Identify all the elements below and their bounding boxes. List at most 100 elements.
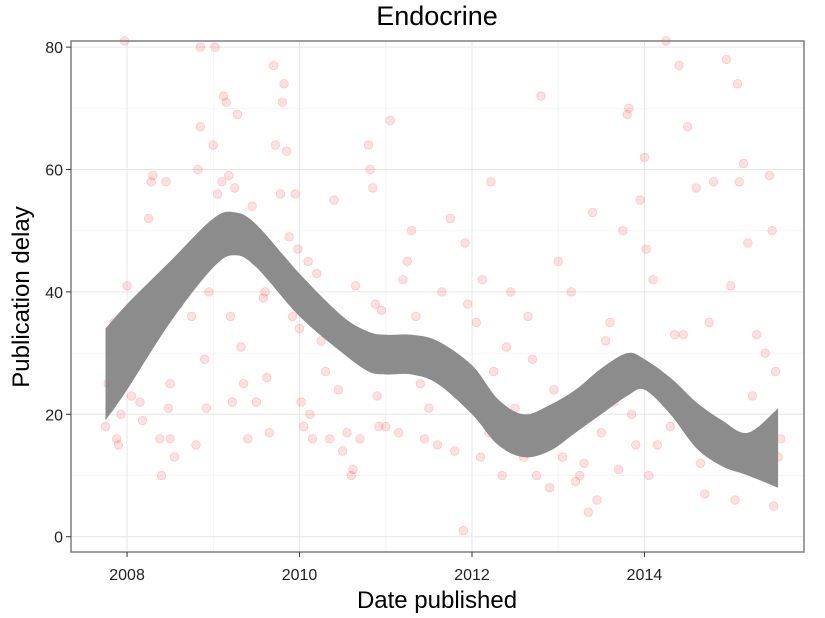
data-point [346, 470, 357, 481]
data-point [212, 189, 223, 199]
data-point [116, 409, 126, 420]
data-point [583, 507, 594, 517]
data-point [592, 495, 602, 505]
data-point [155, 434, 165, 444]
data-point [148, 170, 158, 181]
data-point [143, 213, 154, 224]
data-point [732, 79, 743, 89]
data-point [199, 354, 210, 364]
data-point [262, 372, 272, 383]
data-point [704, 317, 714, 328]
data-point [296, 397, 306, 407]
data-point [596, 428, 607, 438]
smooth-confidence-band [105, 211, 779, 488]
data-point [419, 434, 430, 444]
data-point [225, 311, 236, 322]
data-point [186, 311, 197, 322]
data-point [536, 91, 546, 101]
data-point [156, 470, 167, 481]
data-point [275, 189, 286, 199]
data-point [208, 140, 219, 150]
data-point [394, 428, 404, 438]
data-point [626, 409, 637, 420]
data-point [195, 42, 206, 52]
data-point [613, 464, 624, 475]
data-point [695, 458, 706, 469]
data-point [320, 366, 331, 377]
data-point [365, 164, 375, 175]
data-point [767, 225, 777, 236]
data-point [471, 317, 482, 328]
data-point [337, 446, 348, 456]
data-point [126, 391, 137, 401]
data-point [374, 421, 384, 432]
data-point [238, 379, 249, 389]
data-point [370, 299, 381, 309]
data-point [247, 201, 257, 211]
data-point [290, 189, 300, 199]
data-point [348, 464, 358, 475]
data-point [195, 121, 206, 132]
data-point [648, 275, 658, 285]
data-point [411, 311, 421, 322]
data-point [570, 476, 581, 487]
data-point [674, 60, 684, 71]
y-tick-label: 80 [45, 40, 63, 57]
data-point [726, 281, 736, 291]
data-point [307, 434, 318, 444]
data-point [305, 409, 315, 420]
data-point [406, 225, 417, 236]
data-point [488, 366, 499, 377]
data-point [218, 91, 229, 101]
plot-panel [71, 41, 804, 552]
data-point [325, 434, 335, 444]
data-point [258, 293, 269, 303]
x-tick-label: 2010 [282, 567, 318, 584]
data-point [624, 103, 634, 114]
data-point [770, 366, 781, 377]
data-point [277, 97, 288, 107]
x-axis-title: Date published [357, 587, 517, 614]
data-point [251, 397, 262, 407]
data-point [355, 434, 365, 444]
data-point [169, 452, 180, 462]
data-point [764, 170, 775, 181]
data-point [678, 330, 689, 340]
data-point [279, 79, 289, 89]
data-point [682, 121, 693, 132]
data-point [333, 385, 344, 395]
data-point [601, 336, 611, 346]
y-tick-label: 40 [45, 285, 63, 302]
data-point [210, 42, 220, 52]
data-point [631, 440, 641, 450]
data-point [201, 403, 212, 413]
data-point [376, 305, 387, 316]
data-point [622, 109, 632, 120]
data-point [146, 177, 156, 187]
data-point [553, 256, 563, 267]
data-point [113, 440, 124, 450]
data-point [458, 525, 469, 536]
axis-tick-labels: 2008 2010 2012 2014 0 20 40 60 80 [45, 40, 662, 584]
data-point [316, 336, 326, 346]
data-point [312, 268, 322, 279]
plot-border [70, 40, 805, 553]
data-point [137, 415, 148, 426]
data-point [260, 287, 270, 297]
chart-title: Endocrine [376, 1, 498, 31]
data-point [445, 213, 456, 224]
data-point [415, 379, 426, 389]
data-point [135, 397, 145, 407]
axis-ticks [66, 46, 645, 557]
data-point [691, 183, 701, 193]
data-point [293, 244, 303, 254]
data-point [342, 428, 352, 438]
data-point [227, 397, 238, 407]
data-point [287, 311, 298, 322]
data-point [193, 164, 203, 175]
data-point [532, 470, 542, 481]
data-point [769, 501, 779, 511]
data-point [111, 434, 122, 444]
data-point [639, 152, 650, 163]
data-point [437, 287, 447, 297]
